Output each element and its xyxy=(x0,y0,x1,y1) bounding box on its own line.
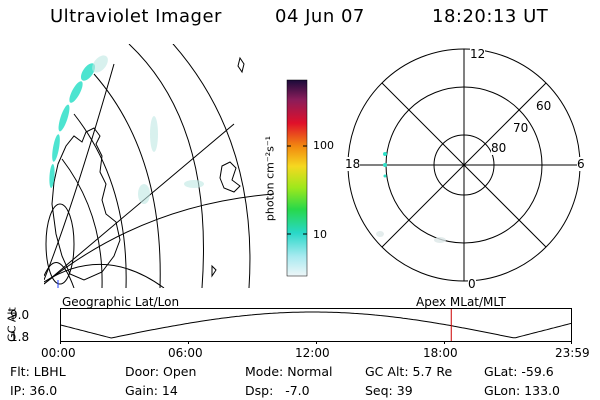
colorbar-tick-100: 100 xyxy=(313,139,334,152)
lat-circle-3 xyxy=(93,73,161,288)
gc-alt-status: GC Alt: 5.7 Re xyxy=(365,364,453,379)
gc-altitude-curve xyxy=(60,311,572,339)
lat-circle-4 xyxy=(73,113,127,288)
lon-line-2 xyxy=(44,193,274,285)
glat-status: GLat: -59.6 xyxy=(484,364,554,379)
xtick-0000: 00:00 xyxy=(41,346,76,360)
door-status: Door: Open xyxy=(125,364,197,379)
instrument-title: Ultraviolet Imager xyxy=(50,6,222,27)
timeline-ylabel: GC Alt xyxy=(5,307,19,342)
mlt-label-18: 18 xyxy=(345,157,361,171)
geographic-image-panel xyxy=(44,44,274,288)
timeline-ymax: 9.0 xyxy=(10,308,30,322)
mlt-label-0: 0 xyxy=(468,277,476,291)
altitude-timeline-plot xyxy=(60,308,572,344)
dsp-status: Dsp: -7.0 xyxy=(245,383,310,398)
mlt-label-6: 6 xyxy=(577,157,585,171)
time-label: 18:20:13 UT xyxy=(432,6,549,27)
timeline-caption-left: Geographic Lat/Lon xyxy=(62,295,180,309)
mlat-label-70: 70 xyxy=(513,121,529,135)
xtick-0600: 06:00 xyxy=(168,346,203,360)
timeline-caption-right: Apex MLat/MLT xyxy=(416,295,506,309)
mode-status: Mode: Normal xyxy=(245,364,333,379)
lon-line-1 xyxy=(44,123,235,285)
timeline-ymin: 1.8 xyxy=(10,330,30,344)
colorbar-unit-label: photon cm⁻²s⁻¹ xyxy=(263,135,277,222)
coastline-island-1 xyxy=(219,161,241,193)
lon-line-3 xyxy=(44,264,165,288)
lat-circle-2 xyxy=(128,44,204,288)
mlat-label-80: 80 xyxy=(491,141,507,155)
date-label: 04 Jun 07 xyxy=(275,6,365,27)
seq-status: Seq: 39 xyxy=(365,383,413,398)
glon-status: GLon: 133.0 xyxy=(484,383,560,398)
colorbar-tick-10: 10 xyxy=(313,228,327,241)
filter-status: Flt: LBHL xyxy=(10,364,66,379)
meridian-diag-2 xyxy=(381,82,547,248)
ip-status: IP: 36.0 xyxy=(10,383,58,398)
polar-aurora-points xyxy=(383,152,387,178)
lon-line-4 xyxy=(44,63,115,281)
lon-line-5 xyxy=(44,262,75,288)
lat-circle-inner xyxy=(45,203,75,285)
aurora-oval-emission xyxy=(49,63,96,188)
coastline-island-3 xyxy=(211,264,217,278)
xtick-1200: 12:00 xyxy=(295,346,330,360)
coastline-island-2 xyxy=(237,56,245,74)
colorbar xyxy=(286,79,308,277)
coastline-antarctica xyxy=(51,127,121,281)
mlt-label-12: 12 xyxy=(470,47,486,61)
polar-mlt-plot xyxy=(347,48,581,282)
xtick-1800: 18:00 xyxy=(423,346,458,360)
lat-circle-outer xyxy=(172,44,251,288)
gain-status: Gain: 14 xyxy=(125,383,178,398)
colorbar-gradient xyxy=(286,79,308,277)
xtick-2359: 23:59 xyxy=(555,346,590,360)
mlat-label-60: 60 xyxy=(536,99,552,113)
